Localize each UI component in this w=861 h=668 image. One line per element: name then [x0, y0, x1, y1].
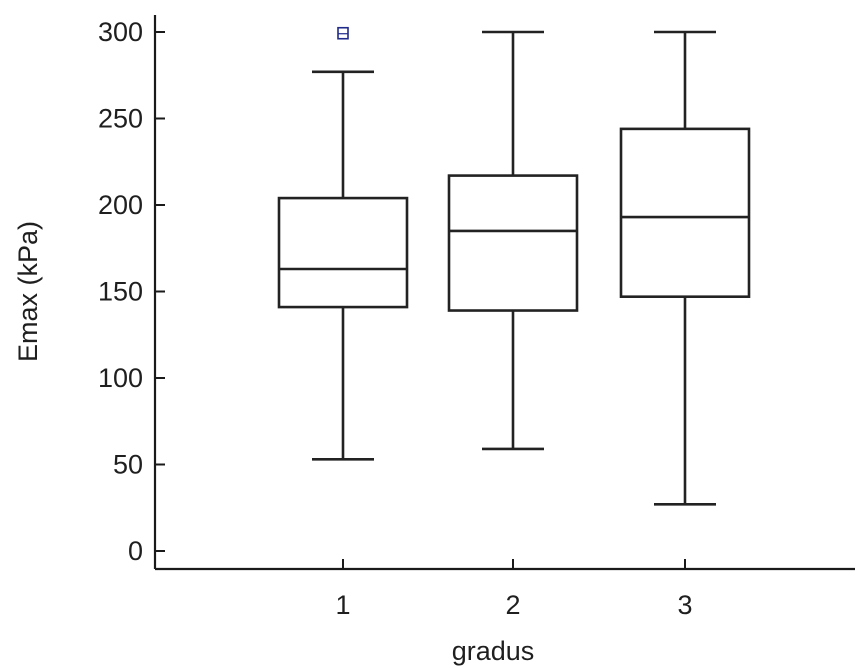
iqr-box	[277, 196, 409, 309]
y-axis-label: Emax (kPa)	[13, 221, 43, 362]
y-tick-label: 150	[98, 277, 143, 307]
x-tick-label: 1	[335, 590, 350, 620]
x-axis-label: gradus	[452, 636, 535, 666]
chart-marks	[277, 26, 751, 506]
box-group-3	[619, 30, 751, 506]
y-tick-label: 250	[98, 104, 143, 134]
x-tick-label: 2	[505, 590, 520, 620]
iqr-box	[619, 127, 751, 298]
y-tick-label: 300	[98, 17, 143, 47]
y-tick-label: 0	[128, 536, 143, 566]
iqr-box	[447, 174, 579, 312]
y-tick-label: 200	[98, 190, 143, 220]
x-tick-label: 3	[677, 590, 692, 620]
y-tick-label: 100	[98, 363, 143, 393]
box-group-2	[447, 30, 579, 451]
axes: 0 50 100 150 200 250 300 1 2 3	[98, 15, 855, 620]
y-tick-label: 50	[113, 450, 143, 480]
box-group-1	[277, 26, 409, 461]
